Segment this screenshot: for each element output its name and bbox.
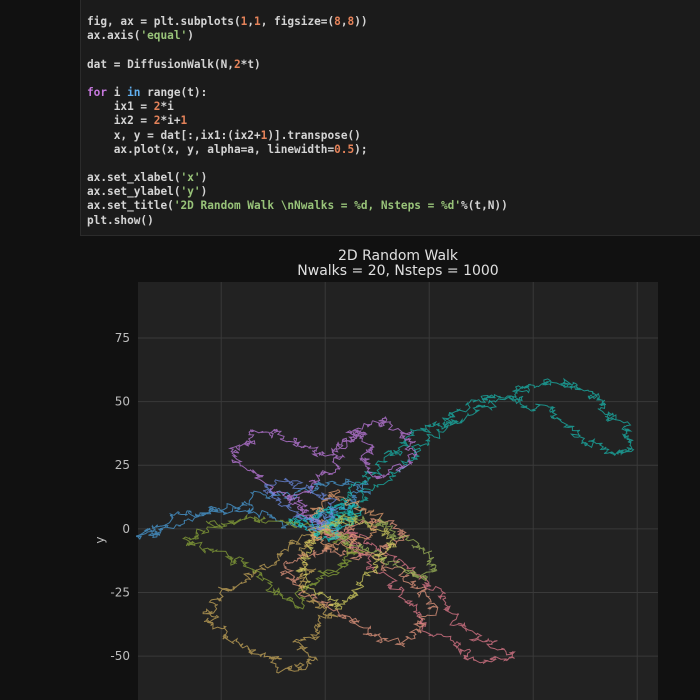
- code-line: ​: [87, 72, 508, 86]
- chart-subtitle: Nwalks = 20, Nsteps = 1000: [297, 263, 498, 279]
- code-line: ax.set_xlabel('x'): [87, 171, 208, 185]
- code-cell[interactable]: fig, ax = plt.subplots(1,1, figsize=(8,8…: [80, 0, 700, 236]
- code-line: dat = DiffusionWalk(N,2*t): [87, 57, 261, 71]
- walk-series-line: [318, 512, 438, 582]
- code-line: ​: [87, 43, 508, 57]
- y-tick-label: 50: [115, 395, 130, 409]
- chart-title: 2D Random Walk: [338, 248, 459, 264]
- code-line: ix2 = 2*i+1: [87, 114, 188, 128]
- code-line: ax.set_title('2D Random Walk \nNwalks = …: [87, 199, 508, 213]
- y-tick-label: -25: [110, 585, 130, 599]
- walk-series-line: [228, 416, 418, 533]
- grid-lines: [138, 282, 658, 700]
- code-editor[interactable]: fig, ax = plt.subplots(1,1, figsize=(8,8…: [87, 15, 508, 228]
- y-tick-label: -50: [110, 649, 130, 663]
- walk-series-line: [323, 377, 635, 535]
- code-line: ax.plot(x, y, alpha=a, linewidth=0.5);: [87, 142, 368, 156]
- walk-paths: [135, 377, 635, 674]
- walk-series-line: [202, 528, 339, 674]
- plot-background: [138, 282, 658, 700]
- y-tick-label: 75: [115, 331, 130, 345]
- walk-series-line: [295, 516, 397, 610]
- code-line: x, y = dat[:,ix1:(ix2+1)].transpose(): [87, 128, 361, 142]
- walk-series-line: [307, 489, 384, 552]
- y-axis-label: y: [93, 536, 107, 543]
- code-line: ax.axis('equal'): [87, 29, 194, 43]
- walk-series-line: [262, 477, 338, 532]
- code-line: ​: [87, 157, 508, 171]
- code-line: for i in range(t):: [87, 85, 208, 99]
- output-area: 75 50 25 0 -25 -50 2D Random Walk Nwalks = 20…: [80, 237, 700, 700]
- code-line: ax.set_ylabel('y'): [87, 185, 208, 199]
- code-line: plt.show(): [87, 213, 154, 227]
- random-walk-chart: 75 50 25 0 -25 -50 2D Random Walk Nwalks = 20…: [93, 248, 658, 700]
- y-tick-label: 0: [122, 522, 130, 536]
- code-line: fig, ax = plt.subplots(1,1, figsize=(8,8…: [87, 15, 368, 28]
- walk-series-line: [182, 513, 366, 610]
- y-tick-labels: 75 50 25 0 -25 -50: [110, 331, 130, 663]
- y-tick-label: 25: [115, 458, 130, 472]
- code-line: ix1 = 2*i: [87, 100, 174, 114]
